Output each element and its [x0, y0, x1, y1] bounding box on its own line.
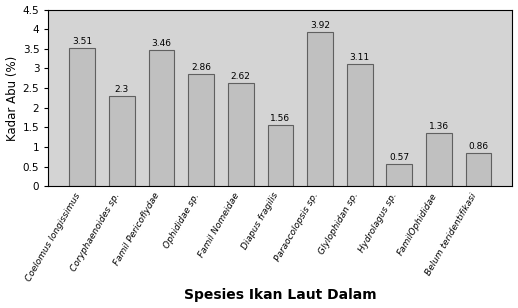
Bar	[189, 74, 214, 186]
Text: 3.92: 3.92	[310, 21, 330, 30]
Bar	[228, 83, 254, 186]
Y-axis label: Kadar Abu (%): Kadar Abu (%)	[6, 55, 19, 140]
Text: 3.46: 3.46	[152, 39, 171, 48]
Bar	[307, 32, 333, 186]
Text: 2.62: 2.62	[231, 72, 251, 81]
X-axis label: Spesies Ikan Laut Dalam: Spesies Ikan Laut Dalam	[184, 289, 377, 302]
Text: 3.51: 3.51	[73, 38, 92, 47]
Text: 2.3: 2.3	[115, 85, 129, 94]
Bar	[69, 48, 95, 186]
Text: 3.11: 3.11	[350, 53, 370, 62]
Text: 1.56: 1.56	[270, 114, 291, 123]
Bar	[149, 51, 175, 186]
Bar	[109, 96, 135, 186]
Bar	[426, 133, 452, 186]
Text: 0.86: 0.86	[468, 142, 488, 151]
Bar	[386, 164, 412, 186]
Bar	[347, 64, 372, 186]
Text: 2.86: 2.86	[191, 63, 211, 72]
Text: 1.36: 1.36	[429, 122, 449, 131]
Text: 0.57: 0.57	[389, 153, 409, 162]
Bar	[267, 125, 293, 186]
Bar	[466, 152, 492, 186]
